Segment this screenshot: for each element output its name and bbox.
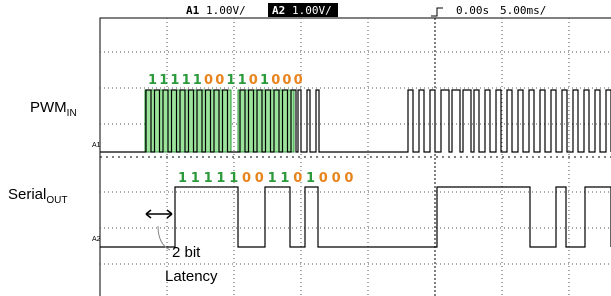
input-bit: 1 (260, 73, 269, 88)
input-label: PWMIN (30, 99, 77, 119)
input-sub: IN (67, 108, 77, 119)
output-bit: 1 (216, 171, 225, 186)
input-bit: 0 (204, 73, 213, 88)
output-bit: 1 (204, 171, 213, 186)
output-bit: 1 (178, 171, 187, 186)
input-name: PWM (30, 99, 67, 116)
output-bit: 0 (293, 171, 302, 186)
output-label: SerialOUT (8, 186, 67, 206)
output-bit: 1 (191, 171, 200, 186)
output-sub: OUT (46, 195, 67, 206)
output-bit: 0 (332, 171, 341, 186)
ch1-scale: 1.00V/ (206, 4, 246, 17)
input-bit: 0 (294, 73, 303, 88)
ch2-scale: 1.00V/ (292, 4, 332, 17)
input-bit: 1 (226, 73, 235, 88)
output-bit: 0 (344, 171, 353, 186)
input-bit: 0 (249, 73, 258, 88)
time-offset: 0.00s (456, 4, 489, 17)
output-bit: 0 (255, 171, 264, 186)
output-bit: 1 (280, 171, 289, 186)
input-bit: 0 (271, 73, 280, 88)
input-bit: 1 (148, 73, 157, 88)
scope-figure: A1 1.00V/ A2 1.00V/ 0.00s 5.00ms/ PWMIN … (0, 0, 611, 296)
input-bit: 0 (282, 73, 291, 88)
ch2-label: A2 (272, 4, 285, 17)
input-bit: 1 (182, 73, 191, 88)
annotation-line1: 2 bit (172, 244, 201, 261)
ch1-label: A1 (186, 4, 200, 17)
trigger-icon (431, 8, 443, 16)
input-bit: 1 (238, 73, 247, 88)
input-bit: 1 (193, 73, 202, 88)
input-bit: 1 (159, 73, 168, 88)
output-bit: 1 (268, 171, 277, 186)
output-bit: 0 (242, 171, 251, 186)
input-bit: 1 (170, 73, 179, 88)
time-scale: 5.00ms/ (500, 4, 546, 17)
output-marker: A2 (92, 236, 101, 243)
output-bit: 0 (319, 171, 328, 186)
annotation-line2: Latency (165, 268, 218, 285)
output-bit: 1 (229, 171, 238, 186)
output-name: Serial (8, 186, 46, 203)
input-marker: A1 (92, 142, 101, 149)
output-bit: 1 (306, 171, 315, 186)
input-bit: 0 (215, 73, 224, 88)
